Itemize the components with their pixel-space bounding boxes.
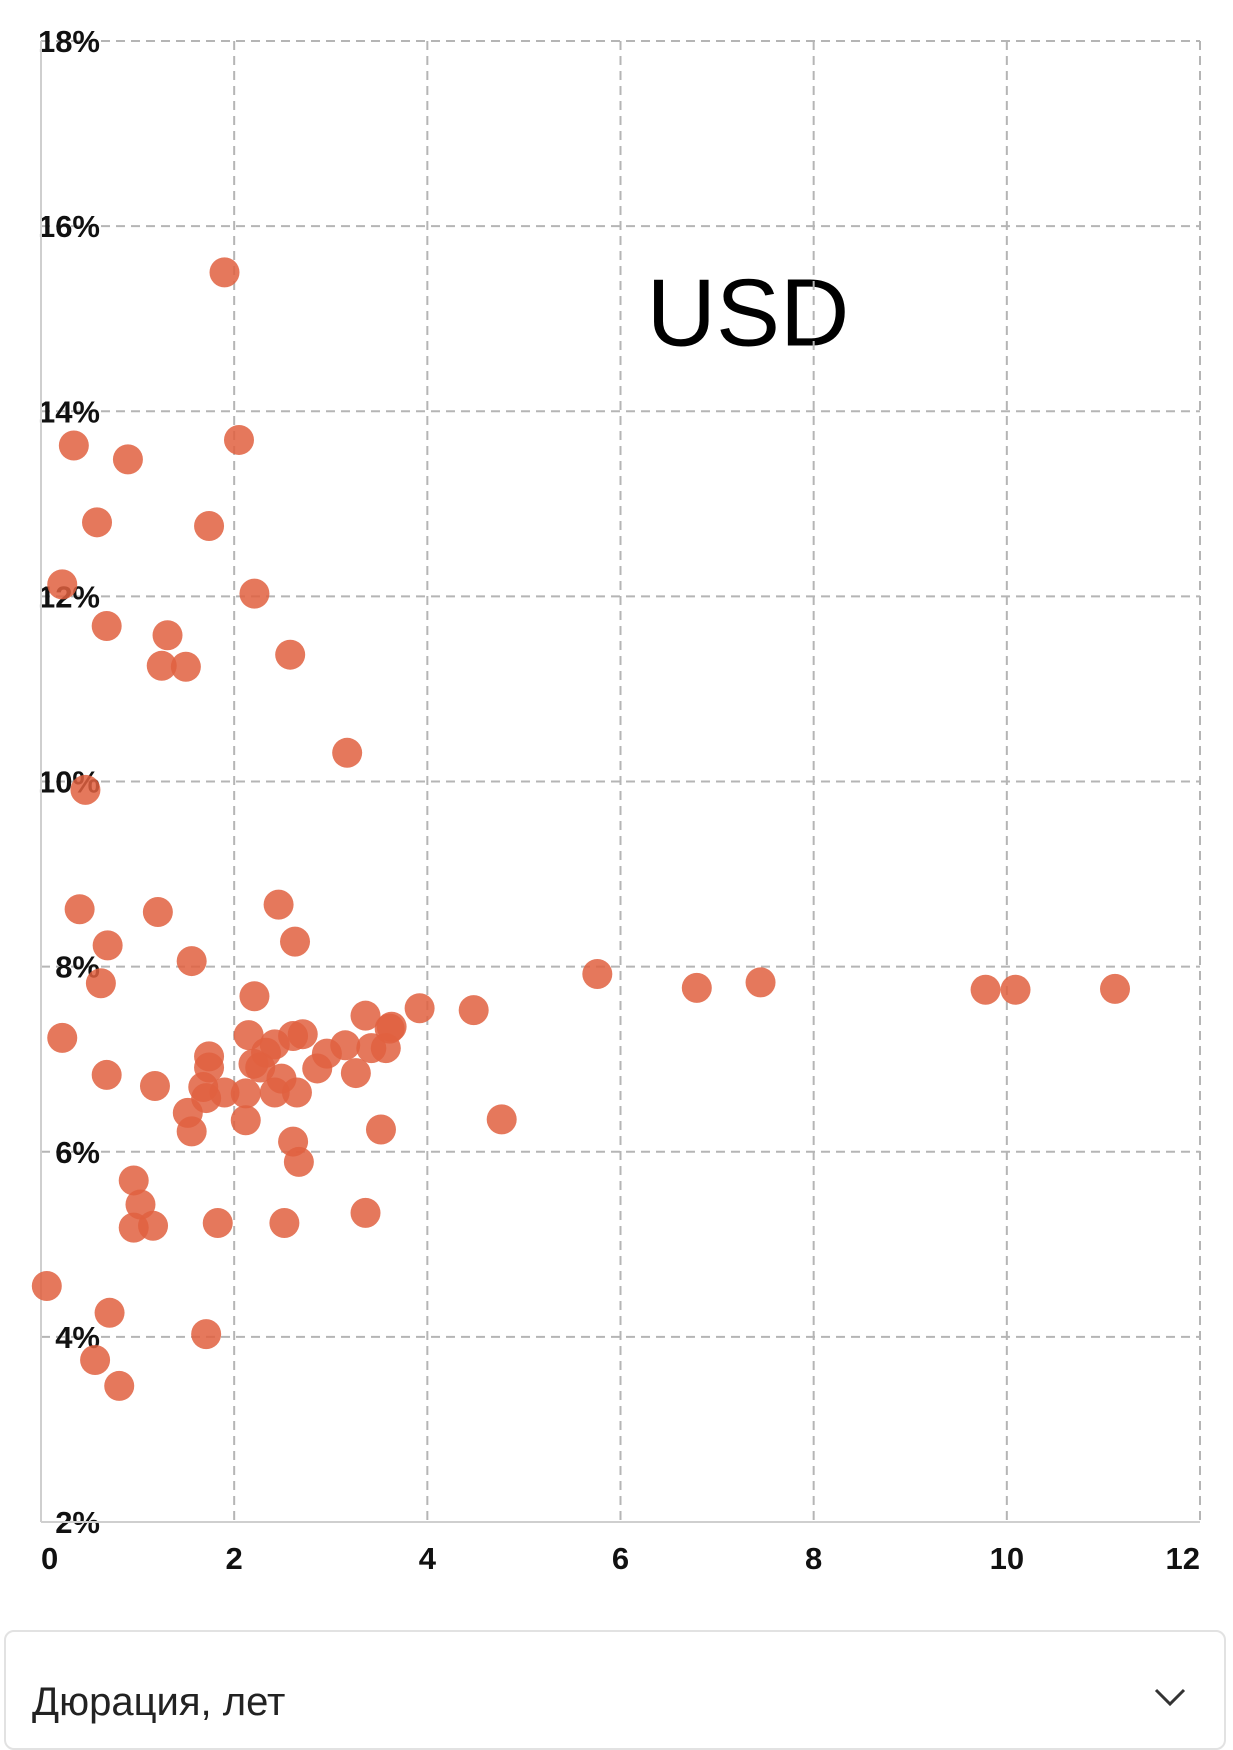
point <box>230 1105 261 1136</box>
point <box>283 1146 314 1177</box>
point <box>745 967 776 998</box>
point <box>230 1078 261 1109</box>
point <box>91 1059 122 1090</box>
point <box>365 1114 396 1145</box>
point <box>70 774 101 805</box>
point <box>142 897 173 928</box>
point <box>91 610 122 641</box>
point <box>138 1210 169 1241</box>
point <box>176 1116 207 1147</box>
point <box>263 889 294 920</box>
point <box>681 972 712 1003</box>
point <box>58 430 89 461</box>
point <box>92 930 123 961</box>
point <box>31 1270 62 1301</box>
x-tick-label: 0 <box>41 1541 58 1576</box>
point <box>80 1345 111 1376</box>
point <box>112 444 143 475</box>
point <box>202 1208 233 1239</box>
point <box>340 1058 371 1089</box>
x-tick-label: 10 <box>990 1541 1024 1576</box>
point <box>82 507 113 538</box>
point <box>486 1104 517 1135</box>
point <box>170 651 201 682</box>
point <box>194 511 225 542</box>
point <box>370 1033 401 1064</box>
point <box>404 993 435 1024</box>
point <box>47 569 78 600</box>
point <box>1000 974 1031 1005</box>
dropdown[interactable]: Дюрация, лет <box>4 1630 1226 1750</box>
point <box>85 968 116 999</box>
point <box>458 995 489 1026</box>
y-tick-label: 14% <box>38 394 100 429</box>
point <box>146 650 177 681</box>
point <box>287 1019 318 1050</box>
point <box>223 424 254 455</box>
x-tick-label: 4 <box>419 1541 437 1576</box>
point <box>332 737 363 768</box>
point <box>47 1022 78 1053</box>
point <box>239 981 270 1012</box>
point <box>275 639 306 670</box>
point <box>176 946 207 977</box>
x-tick-label: 12 <box>1166 1541 1200 1576</box>
point <box>970 974 1001 1005</box>
dropdown-label: Дюрация, лет <box>32 1680 286 1724</box>
y-tick-label: 16% <box>38 209 100 244</box>
y-tick-label: 6% <box>55 1135 100 1170</box>
point <box>269 1208 300 1239</box>
point <box>191 1319 222 1350</box>
point <box>118 1165 149 1196</box>
x-tick-label: 6 <box>612 1541 629 1576</box>
y-tick-label: 18% <box>38 24 100 59</box>
point <box>281 1077 312 1108</box>
point <box>94 1297 125 1328</box>
chevron <box>1154 1688 1186 1707</box>
point <box>350 1000 381 1031</box>
point <box>239 578 270 609</box>
point <box>104 1370 135 1401</box>
point <box>152 620 183 651</box>
x-tick-label: 8 <box>805 1541 822 1576</box>
point <box>259 1077 290 1108</box>
point <box>350 1197 381 1228</box>
point <box>139 1071 170 1102</box>
x-tick-label: 2 <box>226 1541 243 1576</box>
point <box>582 959 613 990</box>
point <box>209 257 240 288</box>
point <box>1100 973 1131 1004</box>
annotation: USD <box>647 259 850 366</box>
point <box>280 926 311 957</box>
point <box>302 1053 333 1084</box>
point <box>64 894 95 925</box>
